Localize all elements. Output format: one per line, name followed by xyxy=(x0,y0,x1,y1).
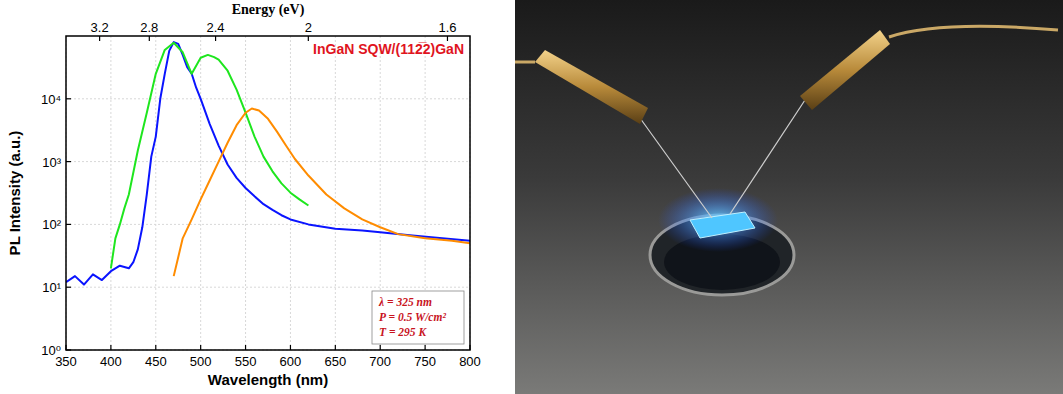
x-tick xyxy=(290,345,291,350)
x-tick xyxy=(65,345,66,350)
x2-tick-label: 2 xyxy=(305,20,312,35)
probe-needle xyxy=(640,118,712,218)
x-grid-line xyxy=(155,36,156,350)
spectrum-line xyxy=(111,43,309,269)
probe-holder xyxy=(535,50,648,124)
series-group xyxy=(66,42,470,285)
plot-frame xyxy=(66,36,470,350)
y-tick-label: 10⁴ xyxy=(41,92,61,107)
y-grid-line xyxy=(66,224,470,225)
y-grid-line xyxy=(66,98,470,99)
y-tick-label: 10¹ xyxy=(42,280,61,295)
x-tick-label: 700 xyxy=(369,354,391,369)
annotation: λ = 325 nm xyxy=(378,296,432,308)
x-tick-label: 600 xyxy=(280,354,302,369)
x-tick xyxy=(335,345,336,350)
x-tick-label: 400 xyxy=(100,354,122,369)
y-tick xyxy=(66,287,71,288)
chip-glow xyxy=(658,188,778,252)
spectrum-line xyxy=(174,109,470,277)
y-tick-label: 10³ xyxy=(42,155,61,170)
x-tick xyxy=(110,345,111,350)
x2-tick xyxy=(308,36,309,41)
chart-background xyxy=(0,0,505,394)
y-tick xyxy=(66,349,71,350)
grid xyxy=(66,36,470,350)
x-tick-label: 800 xyxy=(459,354,481,369)
annotation-box xyxy=(372,291,464,344)
x2-tick-label: 2.8 xyxy=(140,20,158,35)
x-tick xyxy=(380,345,381,350)
x-grid-line xyxy=(245,36,246,350)
y-tick-label: 10⁰ xyxy=(41,343,61,358)
probe-needle xyxy=(730,100,805,214)
x-tick xyxy=(469,345,470,350)
x-tick-label: 500 xyxy=(190,354,212,369)
x-tick xyxy=(155,345,156,350)
x2-tick-label: 1.6 xyxy=(438,20,456,35)
x-axis-title: Wavelength (nm) xyxy=(208,371,328,388)
x-tick-label: 550 xyxy=(235,354,257,369)
x2-tick-label: 2.4 xyxy=(207,20,225,35)
chip xyxy=(690,212,755,238)
y-grid-line xyxy=(66,161,470,162)
x-tick-label: 650 xyxy=(324,354,346,369)
x2-axis-title: Energy (eV) xyxy=(232,2,305,18)
y-tick xyxy=(66,224,71,225)
x-tick-label: 750 xyxy=(414,354,436,369)
y-tick-label: 10² xyxy=(42,217,61,232)
x2-tick xyxy=(215,36,216,41)
x-grid-line xyxy=(110,36,111,350)
annotation: T = 295 K xyxy=(379,326,427,338)
chart-title: InGaN SQW/(112̅2)GaN xyxy=(313,41,464,57)
photo xyxy=(515,0,1063,394)
y-axis-title: PL Intensity (a.u.) xyxy=(6,131,23,256)
x-tick-label: 450 xyxy=(145,354,167,369)
photo-background xyxy=(515,0,1063,394)
x2-tick-label: 3.2 xyxy=(91,20,109,35)
probe-wire xyxy=(889,26,1058,37)
x2-tick xyxy=(99,36,100,41)
annotation: P = 0.5 W/cm² xyxy=(379,311,446,323)
x-tick xyxy=(425,345,426,350)
y-tick xyxy=(66,98,71,99)
x-grid-line xyxy=(335,36,336,350)
x2-tick xyxy=(149,36,150,41)
figure: 3504004505005506006507007508003.22.82.42… xyxy=(0,0,1063,394)
x-grid-line xyxy=(200,36,201,350)
x-tick xyxy=(245,345,246,350)
y-tick xyxy=(66,161,71,162)
y-grid-line xyxy=(66,287,470,288)
probe-wire xyxy=(515,61,535,64)
spectrum-line xyxy=(66,42,470,285)
probe-holder xyxy=(800,30,890,110)
x-tick xyxy=(200,345,201,350)
